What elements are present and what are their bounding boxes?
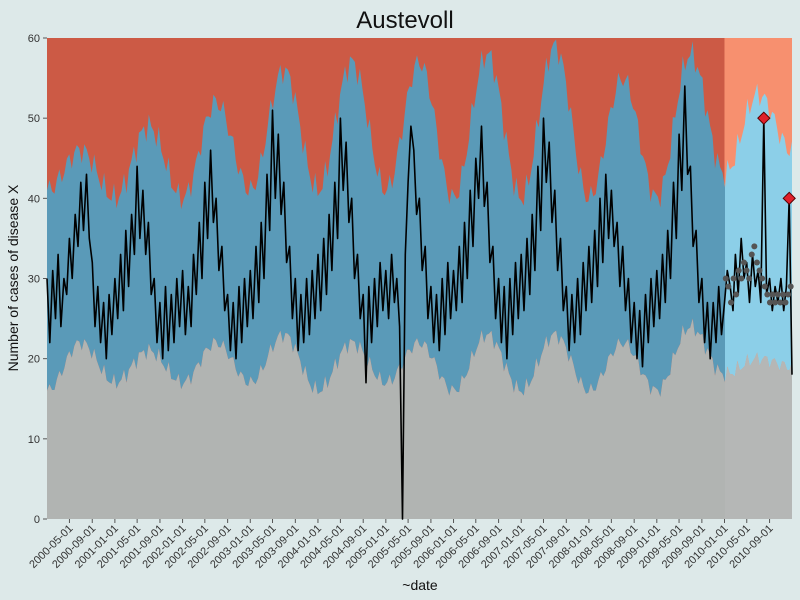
forecast-point	[743, 267, 750, 274]
forecast-point	[730, 275, 737, 282]
forecast-point	[769, 291, 776, 298]
outbreak-marker	[782, 191, 796, 206]
chart-title: Austevoll	[356, 7, 453, 34]
forecast-point	[777, 299, 784, 306]
y-tick-label: 10	[28, 434, 40, 446]
y-tick-label: 50	[28, 113, 40, 125]
forecast-point	[738, 275, 745, 282]
y-axis-title: Number of cases of disease X	[5, 184, 21, 371]
y-tick-label: 30	[28, 274, 40, 286]
observed-cases-line	[46, 85, 793, 520]
forecast-point	[727, 299, 734, 306]
forecast-point	[761, 283, 768, 290]
forecast-point	[774, 291, 781, 298]
below-region-history	[47, 318, 725, 519]
forecast-point	[787, 283, 794, 290]
forecast-point	[740, 259, 747, 266]
y-tick-label: 20	[28, 354, 40, 366]
y-tick-label: 40	[28, 193, 40, 205]
forecast-point	[725, 283, 732, 290]
outbreak-marker	[757, 111, 771, 125]
normal-band-forecast	[725, 83, 792, 383]
y-tick-label: 0	[34, 514, 40, 526]
forecast-point	[764, 291, 771, 298]
forecast-point	[722, 275, 729, 282]
y-axis: 0 10 20 30 40 50 60	[28, 33, 47, 526]
forecast-point	[733, 291, 740, 298]
forecast-point	[756, 267, 763, 274]
x-axis-title: ~date	[402, 577, 438, 593]
below-region-forecast	[725, 352, 792, 519]
forecast-point	[753, 259, 760, 266]
y-tick-label: 60	[28, 33, 40, 45]
plot-area	[46, 38, 796, 520]
forecast-point	[751, 243, 758, 250]
forecast-point	[735, 267, 742, 274]
forecast-point	[772, 299, 779, 306]
forecast-point	[766, 299, 773, 306]
forecast-point	[759, 275, 766, 282]
forecast-point	[748, 251, 755, 258]
forecast-point	[746, 275, 753, 282]
normal-band-history	[47, 39, 725, 397]
forecast-point	[779, 291, 786, 298]
forecast-point	[785, 291, 792, 298]
forecast-point	[782, 299, 789, 306]
x-axis: 2000-05-012000-09-012001-01-012001-05-01…	[27, 519, 776, 571]
